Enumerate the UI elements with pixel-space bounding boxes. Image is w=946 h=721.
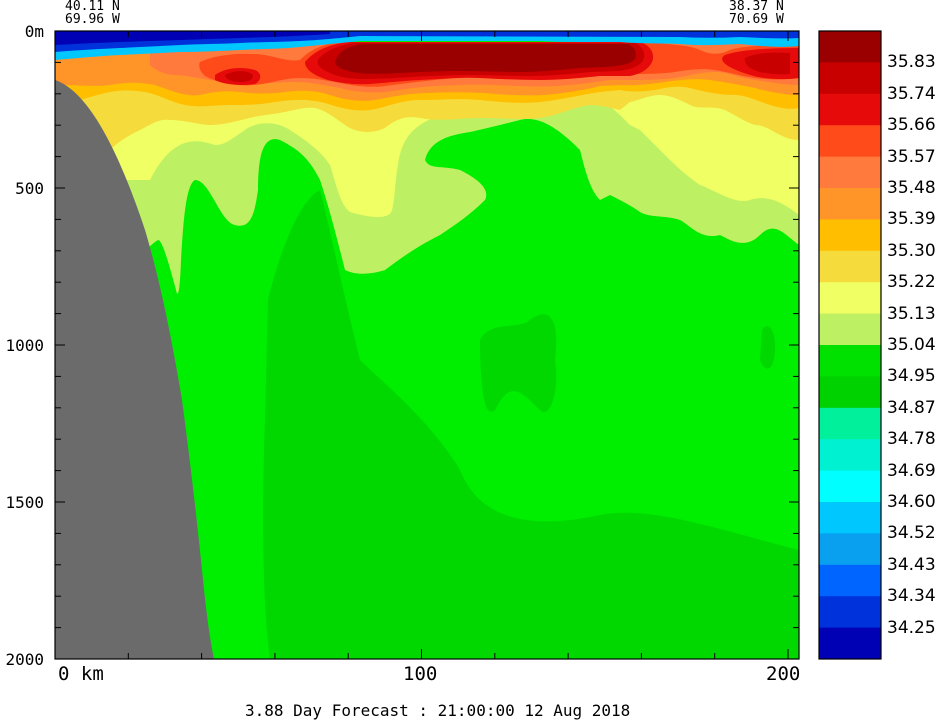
colorbar-level-label: 34.25 (887, 617, 936, 638)
colorbar-swatch-14 (819, 470, 881, 503)
colorbar-swatch-17 (819, 564, 881, 597)
y-tick-label-1500: 1500 (5, 493, 44, 512)
x-tick-label-200: 200 (766, 663, 801, 685)
salinity-colorbar (818, 30, 882, 660)
right-longitude-label: 70.69 W (729, 12, 784, 27)
surface-fresh-layer-core (55, 31, 330, 45)
colorbar-level-label: 34.60 (887, 492, 936, 512)
colorbar-swatch-9 (819, 313, 881, 346)
y-tick-label-1000: 1000 (5, 336, 44, 355)
colorbar-level-label: 34.87 (887, 397, 936, 418)
colorbar-level-label: 35.66 (887, 115, 936, 136)
colorbar-level-label: 35.74 (887, 83, 936, 104)
colorbar-swatch-5 (819, 188, 881, 220)
forecast-caption: 3.88 Day Forecast : 21:00:00 12 Aug 2018 (245, 701, 631, 720)
colorbar-level-label: 35.83 (887, 52, 936, 73)
colorbar-swatch-8 (819, 282, 881, 315)
x-tick-label-100: 100 (403, 663, 438, 685)
colorbar-swatch-15 (819, 502, 881, 534)
colorbar-level-label: 35.48 (887, 178, 936, 198)
colorbar-level-label: 34.34 (887, 586, 936, 607)
darker-green-blob (480, 314, 557, 412)
colorbar-swatch-19 (819, 627, 881, 660)
colorbar-swatch-2 (819, 93, 881, 126)
colorbar-level-label: 34.52 (887, 523, 936, 544)
colorbar-frame (818, 30, 882, 660)
colorbar-level-label: 35.13 (887, 303, 936, 324)
x-tick-label-0: 0 km (58, 663, 104, 685)
x-axis-ticks (127, 31, 789, 659)
colorbar-level-label: 34.95 (887, 366, 936, 387)
colorbar-swatch-0 (819, 31, 881, 63)
y-tick-label-0: 0m (24, 22, 44, 41)
colorbar-swatch-11 (819, 376, 881, 409)
darker-green-region-left (263, 190, 799, 659)
right-latitude-label: 38.37 N (729, 0, 784, 14)
left-longitude-label: 69.96 W (65, 12, 120, 27)
colorbar-level-label: 35.04 (887, 335, 936, 355)
colorbar-swatch-1 (819, 62, 881, 95)
colorbar-level-label: 35.39 (887, 209, 936, 230)
colorbar-level-label: 35.22 (887, 272, 936, 293)
colorbar-level-label: 34.78 (887, 429, 936, 450)
y-tick-label-2000: 2000 (5, 650, 44, 669)
left-latitude-label: 40.11 N (65, 0, 120, 14)
colorbar-swatch-3 (819, 125, 881, 158)
y-tick-label-500: 500 (15, 179, 44, 198)
colorbar-swatch-12 (819, 407, 881, 440)
colorbar-swatch-4 (819, 156, 881, 189)
colorbar-swatch-7 (819, 250, 881, 283)
darker-green-blob-right (760, 326, 776, 369)
colorbar-swatch-18 (819, 596, 881, 629)
colorbar-level-label: 34.43 (887, 554, 936, 575)
continental-slope-land (55, 80, 214, 659)
contour-fill-layer (55, 31, 799, 659)
colorbar-level-label: 35.57 (887, 146, 936, 167)
colorbar-level-label: 35.30 (887, 240, 936, 261)
colorbar-swatch-13 (819, 439, 881, 472)
y-axis-ticks (55, 61, 799, 629)
colorbar-swatch-6 (819, 219, 881, 252)
colorbar-level-label: 34.69 (887, 460, 936, 481)
band-35.83 (335, 44, 636, 74)
colorbar-swatch-10 (819, 345, 881, 377)
colorbar-swatch-16 (819, 533, 881, 566)
